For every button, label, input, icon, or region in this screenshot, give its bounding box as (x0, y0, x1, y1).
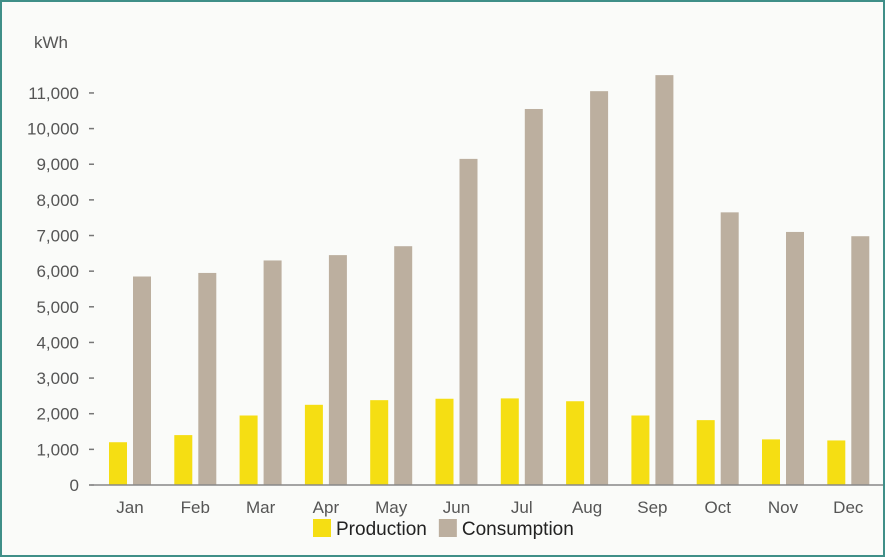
y-tick-label: 9,000 (36, 155, 79, 174)
legend: Production Consumption (313, 519, 574, 540)
x-tick-label: Sep (637, 498, 667, 517)
y-tick-label: 10,000 (27, 120, 79, 139)
x-tick-label: Aug (572, 498, 602, 517)
y-tick-label: 4,000 (36, 333, 79, 352)
bar-production-dec (827, 440, 846, 485)
bars (109, 75, 870, 486)
y-tick-label: 0 (70, 476, 79, 495)
x-tick-label: Apr (313, 498, 340, 517)
bar-consumption-feb (198, 272, 217, 485)
bar-production-jul (500, 398, 519, 485)
bar-consumption-jun (459, 158, 478, 485)
bar-production-mar (239, 415, 258, 485)
x-tick-label: Jul (511, 498, 533, 517)
bar-production-may (370, 400, 389, 485)
y-axis: 0 1,000 2,000 3,000 4,000 5,000 6,000 7,000 8,00… (27, 84, 94, 495)
y-tick-label: 3,000 (36, 369, 79, 388)
bar-consumption-oct (720, 212, 739, 485)
bar-production-aug (566, 401, 585, 485)
x-tick-label: Oct (704, 498, 731, 517)
legend-label-production: Production (336, 519, 427, 540)
x-tick-label: Nov (768, 498, 799, 517)
y-axis-unit-label: kWh (34, 33, 68, 52)
bar-consumption-dec (851, 236, 870, 485)
bar-consumption-sep (655, 75, 674, 485)
y-tick-label: 2,000 (36, 405, 79, 424)
bar-consumption-apr (328, 255, 347, 485)
y-tick-label: 8,000 (36, 191, 79, 210)
bar-production-jan (109, 442, 127, 485)
bar-production-sep (631, 415, 650, 485)
bar-production-nov (762, 439, 780, 485)
y-tick-label: 1,000 (36, 440, 79, 459)
bar-consumption-nov (786, 231, 804, 485)
bar-consumption-jul (524, 108, 543, 485)
legend-swatch-production (313, 519, 331, 537)
legend-swatch-consumption (438, 519, 457, 537)
bar-production-feb (174, 435, 193, 485)
x-tick-label: Feb (181, 498, 210, 517)
x-tick-label: Dec (833, 498, 864, 517)
x-tick-label: Jan (116, 498, 143, 517)
y-tick-label: 6,000 (36, 262, 79, 281)
y-tick-label: 7,000 (36, 227, 79, 246)
bar-production-apr (304, 404, 323, 485)
bar-consumption-mar (263, 260, 282, 485)
x-tick-label: Jun (443, 498, 470, 517)
bar-consumption-jan (133, 276, 151, 485)
legend-label-consumption: Consumption (462, 519, 574, 540)
bar-production-jun (435, 398, 454, 485)
x-tick-label: May (375, 498, 408, 517)
x-tick-label: Mar (246, 498, 276, 517)
y-tick-label: 5,000 (36, 298, 79, 317)
x-axis: Jan Feb Mar Apr May Jun Jul Aug Sep Oct Nov Dec (91, 484, 883, 517)
bar-production-oct (696, 420, 715, 485)
y-tick-label: 11,000 (28, 84, 79, 103)
bar-consumption-aug (590, 91, 609, 486)
bar-consumption-may (394, 246, 413, 485)
